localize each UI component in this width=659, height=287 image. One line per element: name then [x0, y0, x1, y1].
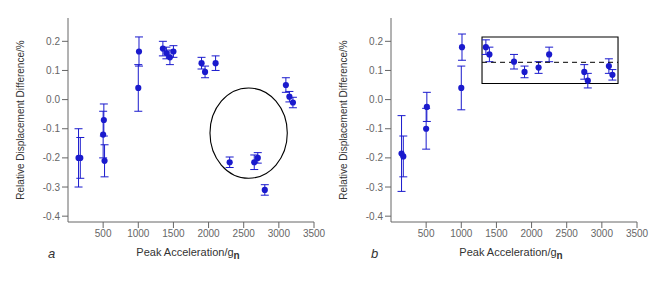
html-text:a: a — [48, 246, 56, 261]
svg-text:-0.1: -0.1 — [366, 123, 384, 134]
svg-text:500: 500 — [418, 228, 435, 239]
svg-text:Relative Displacement Differen: Relative Displacement Difference/% — [15, 40, 26, 199]
svg-text:1000: 1000 — [450, 228, 473, 239]
svg-text:2500: 2500 — [233, 228, 256, 239]
html-text:Peak Acceleration/gn: Peak Acceleration/gn — [136, 246, 240, 262]
svg-text:3000: 3000 — [591, 228, 614, 239]
svg-text:-0.1: -0.1 — [43, 123, 61, 134]
svg-text:3000: 3000 — [268, 228, 291, 239]
svg-text:0.1: 0.1 — [369, 65, 383, 76]
svg-text:-0.3: -0.3 — [43, 182, 61, 193]
svg-text:0.2: 0.2 — [46, 36, 60, 47]
svg-text:-0.2: -0.2 — [366, 152, 384, 163]
svg-text:500: 500 — [95, 228, 112, 239]
svg-text:1000: 1000 — [127, 228, 150, 239]
svg-text:-0.4: -0.4 — [366, 211, 384, 222]
html-text:Peak Acceleration/gn: Peak Acceleration/gn — [459, 246, 563, 262]
svg-text:1500: 1500 — [485, 228, 508, 239]
svg-text:1500: 1500 — [162, 228, 185, 239]
svg-text:0.2: 0.2 — [369, 36, 383, 47]
svg-text:0.0: 0.0 — [369, 94, 383, 105]
svg-text:Relative Displacement Differen: Relative Displacement Difference/% — [338, 40, 349, 199]
svg-text:2000: 2000 — [197, 228, 220, 239]
svg-text:2000: 2000 — [520, 228, 543, 239]
svg-text:-0.4: -0.4 — [43, 211, 61, 222]
svg-text:0.1: 0.1 — [46, 65, 60, 76]
html-text:b: b — [371, 246, 379, 261]
svg-text:-0.2: -0.2 — [43, 152, 61, 163]
svg-text:0.0: 0.0 — [46, 94, 60, 105]
svg-text:3500: 3500 — [626, 228, 649, 239]
svg-text:-0.3: -0.3 — [366, 182, 384, 193]
svg-text:3500: 3500 — [303, 228, 326, 239]
svg-text:2500: 2500 — [556, 228, 579, 239]
